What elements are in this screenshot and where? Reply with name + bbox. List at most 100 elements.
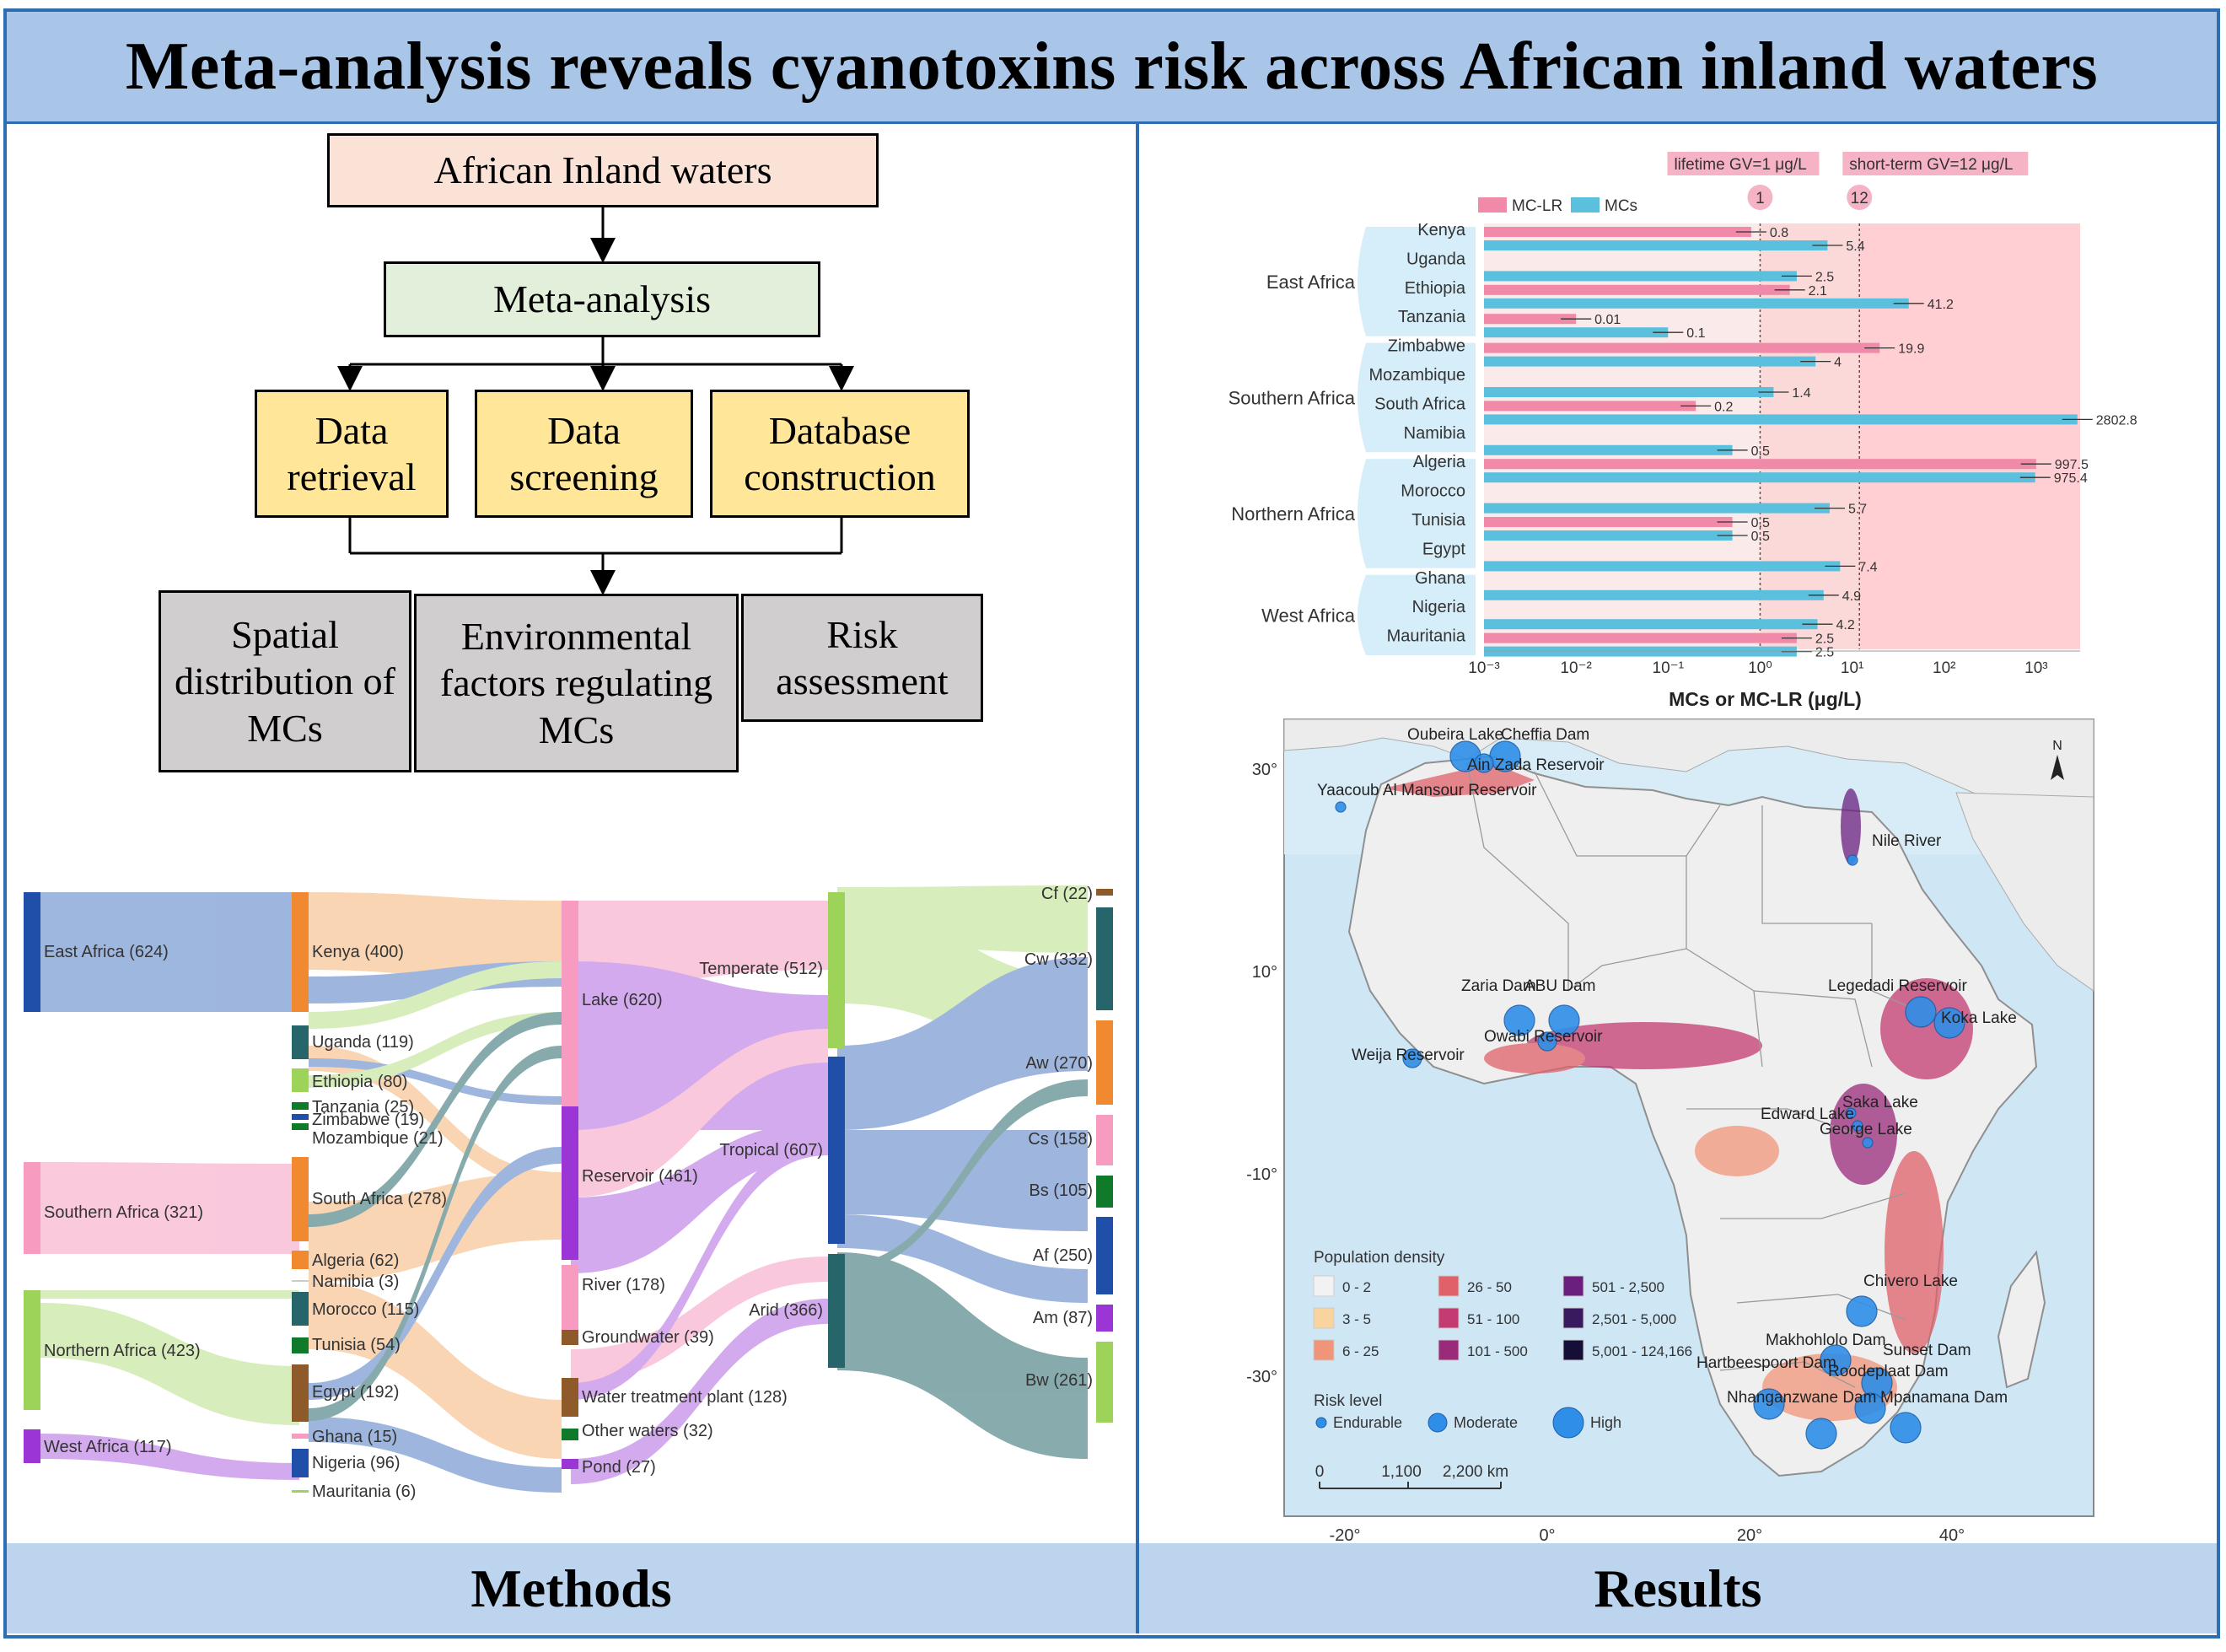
data-label: 2802.8 [2096,413,2137,428]
legend-risk-marker [1552,1407,1584,1439]
north-arrow-icon: N [2051,739,2064,780]
legend-label: Moderate [1454,1414,1518,1431]
data-label: 2.5 [1815,270,1834,284]
guideline-marker-label: 1 [1756,190,1765,207]
bar-chart: lifetime GV=1 μg/L 1 short-term GV=12 μg/L… [1229,152,2137,710]
sankey-label-country: Zimbabwe (19) [312,1111,424,1129]
center-divider [1136,124,1139,1633]
sankey-label-country: Mauritania (6) [312,1482,416,1501]
sankey-label-climate: Aw (270) [1025,1054,1093,1073]
methods-footer: Methods [7,1543,1136,1633]
site-marker [1753,1388,1785,1420]
country-label: Uganda [1406,250,1466,268]
sankey-label-country: Tanzania (25) [312,1098,414,1117]
site-label: Mpanamana Dam [1880,1389,2008,1407]
sankey-label-country: Algeria (62) [312,1251,399,1270]
data-label: 5.4 [1846,239,1864,254]
site-label: Edward Lake [1761,1106,1854,1123]
sankey-nodes [24,889,1113,1493]
data-label: 19.9 [1898,342,1924,357]
legend-label: 26 - 50 [1467,1279,1512,1295]
x-tick-label: 10⁻² [1560,659,1592,677]
legend-risk-marker [1428,1413,1448,1433]
legend-title: Population density [1314,1249,1445,1267]
data-label: 1.4 [1792,386,1810,401]
bar [1484,632,1797,643]
site-marker [1805,1418,1837,1450]
sankey-label-region: Northern Africa (423) [44,1342,201,1360]
legend-label: 2,501 - 5,000 [1592,1311,1676,1327]
site-marker [1890,1412,1922,1444]
lon-label: -20° [1330,1526,1361,1543]
sankey-label-country: Ghana (15) [312,1428,397,1446]
site-marker [1847,854,1858,866]
site-label: Oubeira Lake [1407,726,1503,744]
data-label: 2.1 [1809,284,1827,299]
flow-box-environmental-factors: Environmental factors regulating MCs [414,594,739,772]
country-label: Kenya [1417,221,1466,239]
bar [1484,503,1830,514]
sankey-label-water: Pond (27) [582,1458,656,1477]
sankey-label-zone: Arid (366) [749,1301,823,1320]
x-tick-label: 10³ [2024,659,2047,677]
lat-label: 10° [1252,963,1277,982]
sankey-label-country: Mozambique (21) [312,1129,444,1148]
data-label: 975.4 [2054,471,2088,486]
site-marker [1846,1295,1878,1327]
guideline-marker [1847,185,1873,210]
svg-text:1,100: 1,100 [1381,1463,1422,1481]
legend-label: 51 - 100 [1467,1311,1519,1327]
flow-box-data-screening: Data screening [475,390,693,518]
sankey-label-country: Kenya (400) [312,943,404,961]
legend-label: 501 - 2,500 [1592,1279,1664,1295]
site-marker [1820,1344,1852,1376]
data-label: 4.9 [1842,589,1861,604]
site-marker [1537,1031,1557,1052]
sankey-flows [40,885,1088,1493]
map-arabia [1955,792,2094,992]
legend-label: 0 - 2 [1342,1279,1371,1295]
site-label: ABU Dam [1524,977,1595,995]
data-label: 997.5 [2055,458,2089,472]
site-marker [1862,1137,1874,1149]
legend-title: Risk level [1314,1392,1382,1410]
lon-label: 40° [1939,1526,1965,1543]
site-marker [1548,1004,1580,1036]
x-tick-label: 10¹ [1841,659,1863,677]
bar [1484,401,1696,412]
group-label: East Africa [1266,272,1356,293]
bar [1484,589,1824,600]
data-label: 5.7 [1848,503,1867,517]
lat-label: -30° [1246,1368,1277,1386]
site-label: Ain Zada Reservoir [1467,756,1605,774]
page-title: Meta-analysis reveals cyanotoxins risk a… [125,29,2099,104]
sankey-label-water: Lake (620) [582,991,663,1009]
scale-bar: 0 1,100 2,200 km [1315,1463,1508,1489]
country-label: Zimbabwe [1388,337,1465,356]
bar [1484,414,2078,425]
site-label: Roodeplaat Dam [1828,1363,1949,1380]
site-marker [1933,1007,1965,1039]
title-bar: Meta-analysis reveals cyanotoxins risk a… [7,12,2217,124]
country-label: Egypt [1422,540,1466,558]
node-northern-africa [24,1290,40,1410]
sankey-label-water: Groundwater (39) [582,1328,714,1347]
site-label: Chivero Lake [1863,1273,1958,1290]
sankey-label-country: Nigeria (96) [312,1454,400,1472]
group-bracket [1358,459,1476,568]
group-label: West Africa [1261,605,1356,626]
sankey-label-region: East Africa (624) [44,943,169,961]
site-marker [1905,996,1937,1028]
lon-label: 0° [1539,1526,1555,1543]
data-label: 0.5 [1751,444,1770,459]
legend-label: High [1590,1414,1621,1431]
bar [1484,472,2035,483]
group-bracket [1358,227,1476,336]
risk-map: 30° 10° -10° -30° -20° 0° 20° 40° N 0 1,… [1246,718,2094,1543]
legend-label: 6 - 25 [1342,1343,1379,1359]
legend-swatch [1562,1275,1584,1297]
sankey-label-region: Southern Africa (321) [44,1203,203,1222]
bar [1484,284,1790,295]
sankey-label-climate: Bs (105) [1029,1181,1093,1200]
legend-swatch [1438,1339,1460,1361]
